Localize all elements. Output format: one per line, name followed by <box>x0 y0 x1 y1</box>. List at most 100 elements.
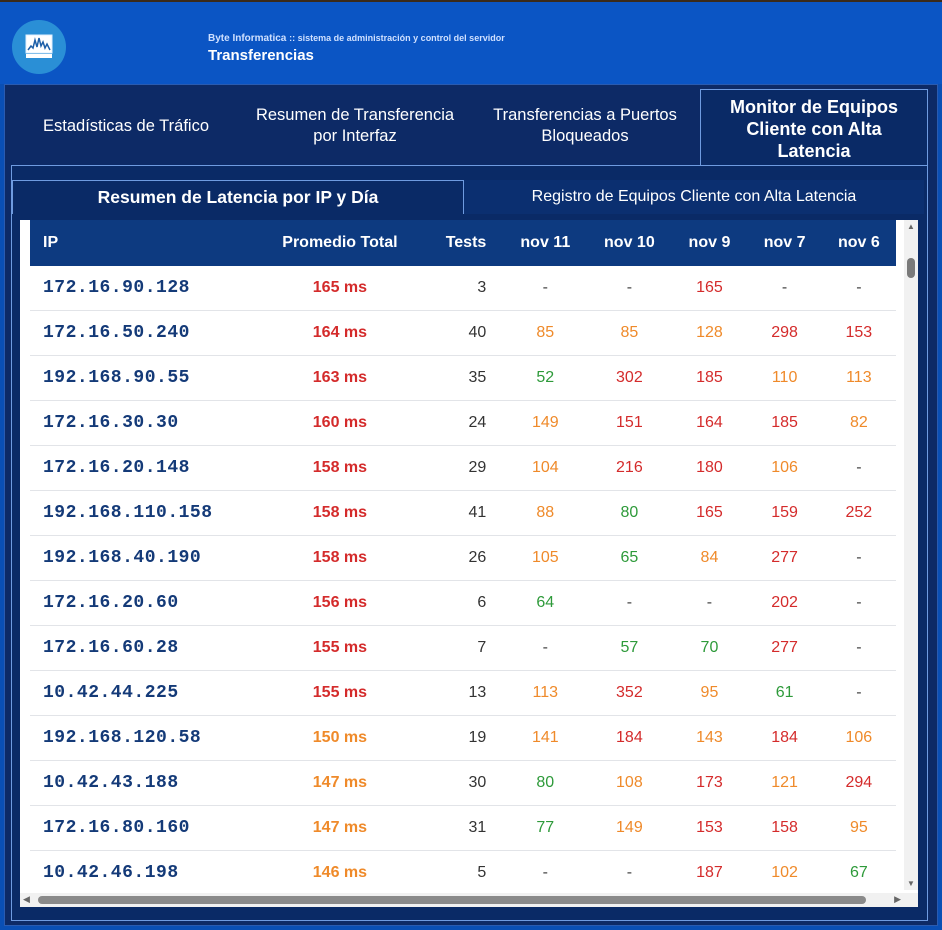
scroll-up-icon[interactable]: ▲ <box>907 222 915 231</box>
cell-day-latency: 184 <box>747 715 822 761</box>
cell-tests: 30 <box>426 760 504 806</box>
scroll-down-icon[interactable]: ▼ <box>907 879 915 888</box>
cell-promedio: 164 ms <box>253 310 427 356</box>
cell-day-latency: - <box>747 266 822 311</box>
cell-day-latency: 64 <box>503 580 588 626</box>
col-header-tests[interactable]: Tests <box>426 220 504 266</box>
cell-day-latency: 202 <box>747 580 822 626</box>
col-header-ip[interactable]: IP <box>30 220 254 266</box>
cell-day-latency: 149 <box>587 805 672 851</box>
cell-promedio: 163 ms <box>253 355 427 401</box>
app-header: Byte Informatica :: sistema de administr… <box>0 2 942 84</box>
vertical-scrollbar[interactable]: ▲ ▼ <box>904 220 918 890</box>
cell-day-latency: 185 <box>747 400 822 446</box>
cell-ip: 10.42.43.188 <box>30 760 254 806</box>
table-row[interactable]: 192.168.120.58 150 ms 19 141 184 143 184 106 <box>30 715 896 761</box>
cell-promedio: 158 ms <box>253 535 427 581</box>
table-row[interactable]: 10.42.46.198 146 ms 5- -187 102 67 <box>30 850 896 896</box>
cell-day-latency: 277 <box>747 535 822 581</box>
tab-transferencias-puertos-bloqueados[interactable]: Transferencias a Puertos Bloqueados <box>473 87 697 165</box>
cell-promedio: 165 ms <box>253 266 427 311</box>
cell-day-latency: - <box>821 445 896 491</box>
cell-day-latency: 277 <box>747 625 822 671</box>
cell-day-latency: 141 <box>503 715 588 761</box>
cell-day-latency: 164 <box>671 400 748 446</box>
cell-day-latency: 302 <box>587 355 672 401</box>
col-header-day[interactable]: nov 9 <box>671 220 748 266</box>
table-row[interactable]: 172.16.80.160 147 ms 31 77 149 153 158 95 <box>30 805 896 851</box>
cell-day-latency: 80 <box>503 760 588 806</box>
cell-ip: 172.16.90.128 <box>30 266 254 311</box>
cell-day-latency: - <box>821 535 896 581</box>
table-row[interactable]: 192.168.110.158 158 ms 41 88 80 165 159 252 <box>30 490 896 536</box>
vertical-scroll-thumb[interactable] <box>907 258 915 278</box>
cell-tests: 19 <box>426 715 504 761</box>
cell-tests: 3 <box>426 266 504 311</box>
subtab-registro-alta-latencia[interactable]: Registro de Equipos Cliente con Alta Lat… <box>464 180 924 214</box>
cell-promedio: 147 ms <box>253 760 427 806</box>
table-row[interactable]: 172.16.60.28 155 ms 7-57 70 277- <box>30 625 896 671</box>
cell-ip: 172.16.20.60 <box>30 580 254 626</box>
cell-day-latency: - <box>821 625 896 671</box>
tab-monitor-alta-latencia[interactable]: Monitor de Equipos Cliente con Alta Late… <box>700 89 928 167</box>
main-tabs: Estadísticas de Tráfico Resumen de Trans… <box>5 85 937 167</box>
cell-day-latency: 173 <box>671 760 748 806</box>
cell-day-latency: 158 <box>747 805 822 851</box>
server-monitor-icon[interactable] <box>12 20 66 74</box>
table-row[interactable]: 192.168.40.190 158 ms 26 105 65 84 277- <box>30 535 896 581</box>
cell-day-latency: - <box>503 625 588 671</box>
horizontal-scrollbar[interactable]: ◀ ▶ <box>20 893 904 907</box>
subtab-resumen-latencia[interactable]: Resumen de Latencia por IP y Día <box>12 180 464 214</box>
table-row[interactable]: 10.42.43.188 147 ms 30 80 108 173 121 294 <box>30 760 896 806</box>
cell-ip: 172.16.80.160 <box>30 805 254 851</box>
table-row[interactable]: 172.16.30.30 160 ms 24 149 151 164 185 82 <box>30 400 896 446</box>
table-row[interactable]: 10.42.44.225 155 ms 13 113 352 95 61- <box>30 670 896 716</box>
col-header-promedio[interactable]: Promedio Total <box>253 220 427 266</box>
cell-day-latency: 153 <box>821 310 896 356</box>
cell-promedio: 155 ms <box>253 670 427 716</box>
cell-day-latency: 151 <box>587 400 672 446</box>
cell-tests: 35 <box>426 355 504 401</box>
cell-day-latency: 159 <box>747 490 822 536</box>
cell-day-latency: 149 <box>503 400 588 446</box>
cell-day-latency: 67 <box>821 850 896 896</box>
col-header-day[interactable]: nov 10 <box>587 220 672 266</box>
cell-day-latency: - <box>587 266 672 311</box>
cell-day-latency: 128 <box>671 310 748 356</box>
col-header-day[interactable]: nov 7 <box>747 220 822 266</box>
cell-tests: 6 <box>426 580 504 626</box>
tab-resumen-transferencia-interfaz[interactable]: Resumen de Transferencia por Interfaz <box>241 87 469 165</box>
table-row[interactable]: 172.16.50.240 164 ms 40 85 85 128 298 153 <box>30 310 896 356</box>
cell-day-latency: 184 <box>587 715 672 761</box>
cell-promedio: 160 ms <box>253 400 427 446</box>
cell-tests: 13 <box>426 670 504 716</box>
cell-day-latency: 95 <box>821 805 896 851</box>
table-row[interactable]: 192.168.90.55 163 ms 35 52 302 185 110 113 <box>30 355 896 401</box>
latency-table-container[interactable]: IP Promedio Total Tests nov 11 nov 10 no… <box>20 220 918 907</box>
cell-day-latency: 85 <box>587 310 672 356</box>
scroll-right-icon[interactable]: ▶ <box>894 894 901 904</box>
col-header-day[interactable]: nov 11 <box>503 220 588 266</box>
cell-day-latency: 185 <box>671 355 748 401</box>
col-header-day[interactable]: nov 6 <box>821 220 896 266</box>
cell-day-latency: 165 <box>671 266 748 311</box>
scroll-left-icon[interactable]: ◀ <box>23 894 30 904</box>
cell-day-latency: 57 <box>587 625 672 671</box>
cell-day-latency: 80 <box>587 490 672 536</box>
horizontal-scroll-thumb[interactable] <box>38 896 866 904</box>
cell-tests: 40 <box>426 310 504 356</box>
tab-estadisticas-trafico[interactable]: Estadísticas de Tráfico <box>43 116 209 135</box>
cell-day-latency: - <box>821 266 896 311</box>
cell-day-latency: 52 <box>503 355 588 401</box>
cell-tests: 24 <box>426 400 504 446</box>
cell-day-latency: 216 <box>587 445 672 491</box>
cell-ip: 192.168.110.158 <box>30 490 254 536</box>
cell-day-latency: 165 <box>671 490 748 536</box>
table-row[interactable]: 172.16.20.60 156 ms 6 64- -202- <box>30 580 896 626</box>
cell-day-latency: 106 <box>821 715 896 761</box>
table-row[interactable]: 172.16.90.128 165 ms 3- -165- - <box>30 266 896 311</box>
table-row[interactable]: 172.16.20.148 158 ms 29 104 216 180 106- <box>30 445 896 491</box>
tab-label: Monitor de Equipos Cliente con Alta Late… <box>730 96 898 161</box>
cell-day-latency: - <box>821 670 896 716</box>
cell-ip: 172.16.50.240 <box>30 310 254 356</box>
